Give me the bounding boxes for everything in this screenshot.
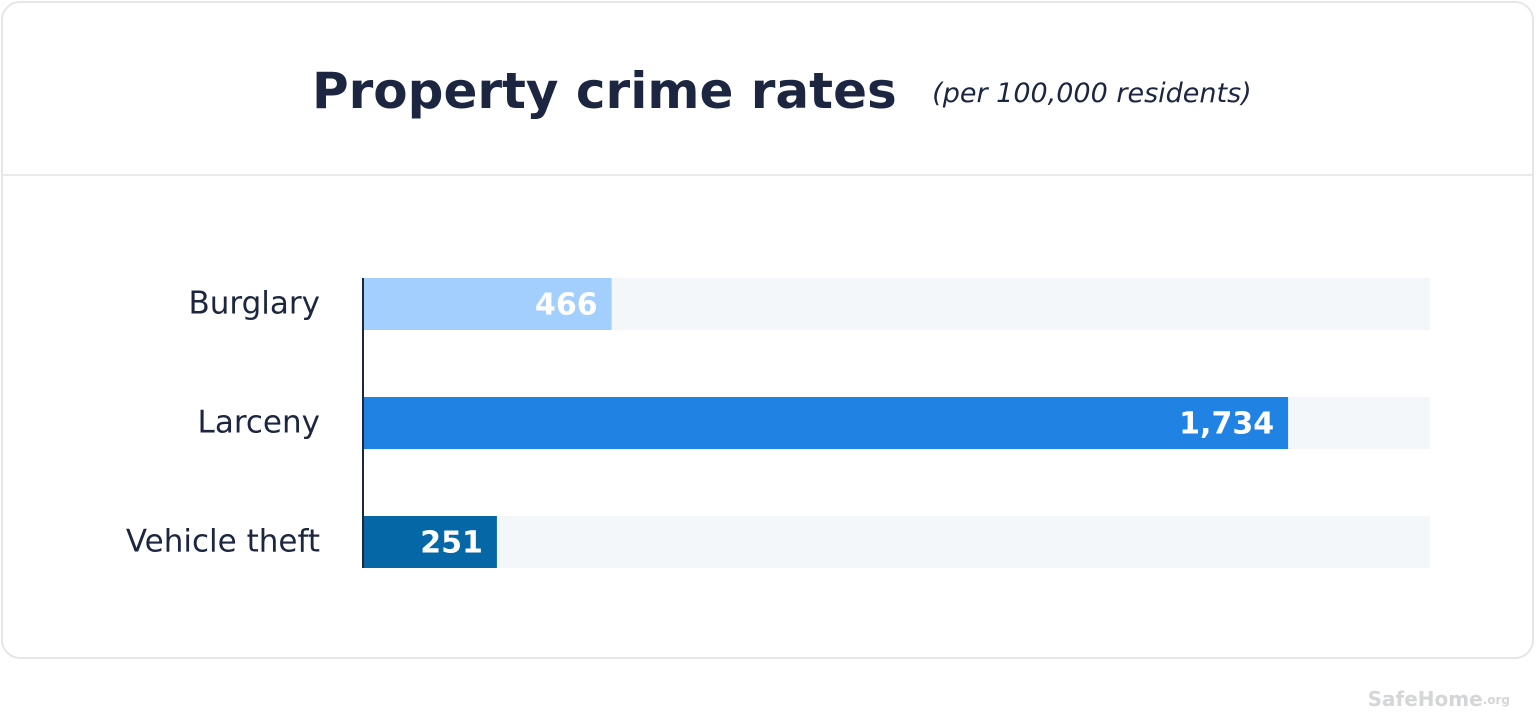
- brand: SafeHome: [1368, 687, 1483, 711]
- brand-suffix: .org: [1483, 693, 1510, 707]
- chart-title: Property crime rates (per 100,000 reside…: [312, 62, 1252, 120]
- bar: [363, 278, 612, 330]
- title: Property crime rates: [312, 62, 897, 120]
- subtitle: (per 100,000 residents): [932, 78, 1252, 109]
- category-label: Burglary: [189, 286, 321, 322]
- bar-track: [363, 516, 1430, 568]
- category-label: Vehicle theft: [126, 524, 320, 560]
- value-label: 466: [535, 288, 598, 323]
- bar: [363, 397, 1289, 449]
- value-label: 1,734: [1179, 407, 1274, 442]
- watermark: SafeHome.org: [1368, 687, 1510, 711]
- bar: [363, 516, 497, 568]
- value-label: 251: [420, 526, 483, 561]
- category-label: Larceny: [198, 405, 320, 441]
